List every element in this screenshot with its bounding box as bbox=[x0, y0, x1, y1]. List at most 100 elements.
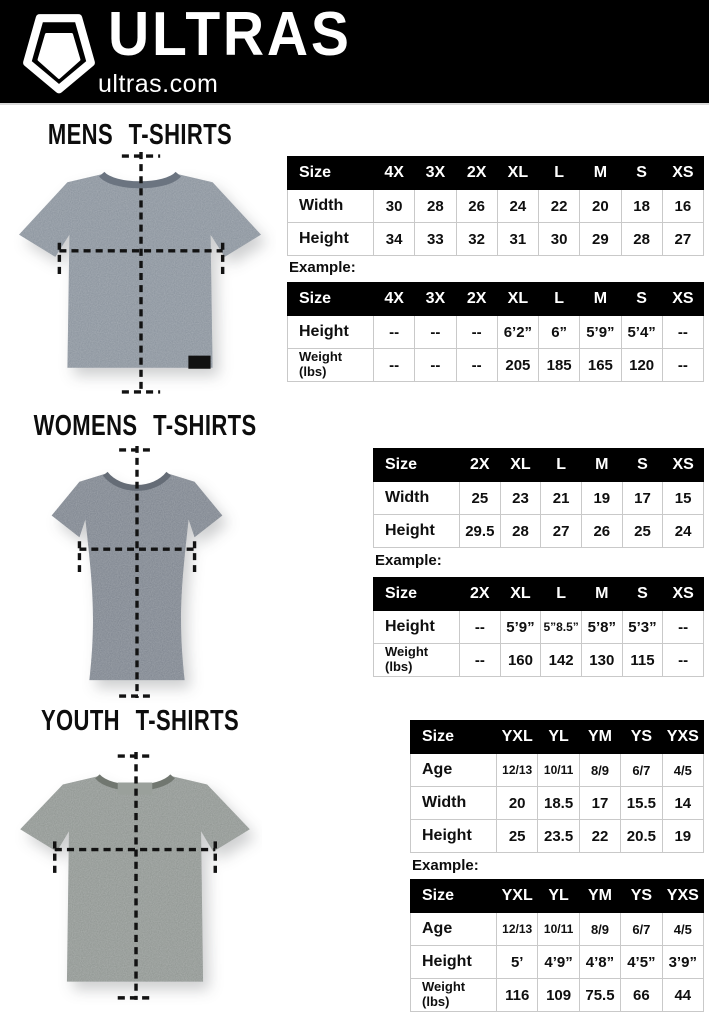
column-header-size: Size bbox=[410, 720, 497, 754]
youth-size-table: Size YXL YL YM YS YXS Age 12/13 10/11 8/9 6/7 4/5 Wi… bbox=[410, 720, 705, 853]
value-cell: 27 bbox=[540, 514, 582, 548]
mens-shirt-hem-tag bbox=[188, 355, 211, 369]
value-cell: 12/13 bbox=[495, 753, 539, 787]
row-label: Weight (lbs) bbox=[410, 978, 497, 1012]
value-cell: 4/5 bbox=[661, 912, 705, 946]
value-cell: -- bbox=[372, 315, 416, 349]
value-cell: 10/11 bbox=[537, 912, 580, 946]
table-header-row: Size 2X XL L M S XS bbox=[373, 577, 704, 611]
row-label: Height bbox=[373, 610, 460, 644]
value-cell: -- bbox=[455, 348, 498, 382]
value-cell: 20 bbox=[579, 189, 622, 223]
column-header-size: Size bbox=[373, 448, 460, 482]
mens-shirt-image bbox=[4, 150, 276, 400]
table-row: Age 12/13 10/11 8/9 6/7 4/5 bbox=[410, 912, 705, 946]
header-bar: ULTRAS ultras.com bbox=[0, 0, 709, 105]
value-cell: 14 bbox=[661, 786, 705, 820]
value-cell: 29.5 bbox=[459, 514, 501, 548]
mens-shirt-body bbox=[19, 174, 261, 368]
ultras-pentagon-logo-icon bbox=[23, 14, 95, 94]
table-row: Width 25 23 21 19 17 15 bbox=[373, 481, 704, 515]
value-cell: 34 bbox=[372, 222, 416, 256]
table-row: Width 20 18.5 17 15.5 14 bbox=[410, 786, 705, 820]
value-cell: 5’4” bbox=[620, 315, 663, 349]
value-cell: 116 bbox=[495, 978, 539, 1012]
womens-measure-lines bbox=[77, 445, 197, 699]
value-cell: 165 bbox=[579, 348, 622, 382]
column-header: YM bbox=[578, 720, 622, 754]
column-header: YS bbox=[620, 720, 663, 754]
column-header: S bbox=[621, 448, 664, 482]
value-cell: 5’8” bbox=[580, 610, 623, 644]
row-label: Height bbox=[410, 819, 497, 853]
size-chart-table: Size 4X 3X 2X XL L M S XS Height -- -- -- 6’2” 6” 5’9” 5… bbox=[287, 282, 705, 382]
column-header: 2X bbox=[459, 448, 501, 482]
value-cell: 5’ bbox=[495, 945, 539, 979]
value-cell: 142 bbox=[540, 643, 582, 677]
row-label: Height bbox=[410, 945, 497, 979]
column-header: S bbox=[621, 577, 664, 611]
value-cell: 20.5 bbox=[620, 819, 663, 853]
value-cell: 23.5 bbox=[537, 819, 580, 853]
value-cell: 21 bbox=[540, 481, 582, 515]
mens-section-title: MENS T-SHIRTS bbox=[47, 119, 233, 151]
value-cell: 6/7 bbox=[620, 753, 663, 787]
value-cell: 4’9” bbox=[537, 945, 580, 979]
table-row: Height 29.5 28 27 26 25 24 bbox=[373, 514, 704, 548]
value-cell: -- bbox=[414, 315, 457, 349]
value-cell: 115 bbox=[621, 643, 664, 677]
value-cell: 6/7 bbox=[620, 912, 663, 946]
table-header-row: Size 4X 3X 2X XL L M S XS bbox=[287, 156, 705, 190]
value-cell: 15.5 bbox=[620, 786, 663, 820]
value-cell: 109 bbox=[537, 978, 580, 1012]
column-header: XL bbox=[496, 156, 540, 190]
value-cell: 22 bbox=[578, 819, 622, 853]
brand-wordmark: ULTRAS bbox=[108, 0, 352, 69]
row-label: Height bbox=[287, 315, 374, 349]
womens-section-title: WOMENS T-SHIRTS bbox=[33, 410, 257, 442]
youth-section-title: YOUTH T-SHIRTS bbox=[40, 705, 240, 737]
mens-example-table: Size 4X 3X 2X XL L M S XS Height -- -- -- 6’2” 6” 5’9” 5… bbox=[287, 282, 705, 382]
value-cell: 19 bbox=[661, 819, 705, 853]
value-cell: 4/5 bbox=[661, 753, 705, 787]
value-cell: -- bbox=[372, 348, 416, 382]
column-header: XL bbox=[496, 282, 540, 316]
table-row: Weight (lbs) 116 109 75.5 66 44 bbox=[410, 978, 705, 1012]
size-chart-table: Size 2X XL L M S XS Height -- 5’9” 5”8.5” 5’8” 5’3” -… bbox=[373, 577, 704, 677]
womens-shirt-image bbox=[22, 444, 252, 704]
row-label: Weight (lbs) bbox=[287, 348, 374, 382]
column-header: XS bbox=[662, 448, 704, 482]
value-cell: -- bbox=[459, 643, 501, 677]
table-header-row: Size YXL YL YM YS YXS bbox=[410, 879, 705, 913]
column-header: L bbox=[540, 448, 582, 482]
value-cell: 5’3” bbox=[621, 610, 664, 644]
column-header: M bbox=[580, 577, 623, 611]
value-cell: 18.5 bbox=[537, 786, 580, 820]
value-cell: 5’9” bbox=[579, 315, 622, 349]
value-cell: 28 bbox=[499, 514, 542, 548]
value-cell: 12/13 bbox=[495, 912, 539, 946]
womens-example-table: Size 2X XL L M S XS Height -- 5’9” 5”8.5” 5’8” 5’3” -… bbox=[373, 577, 704, 677]
value-cell: 25 bbox=[459, 481, 501, 515]
value-cell: 25 bbox=[495, 819, 539, 853]
value-cell: -- bbox=[455, 315, 498, 349]
value-cell: 33 bbox=[414, 222, 457, 256]
value-cell: 6’2” bbox=[496, 315, 540, 349]
value-cell: -- bbox=[414, 348, 457, 382]
column-header: L bbox=[537, 282, 581, 316]
value-cell: 44 bbox=[661, 978, 705, 1012]
youth-shirt-image bbox=[8, 742, 262, 1014]
value-cell: 16 bbox=[661, 189, 705, 223]
value-cell: 22 bbox=[537, 189, 581, 223]
value-cell: 5”8.5” bbox=[540, 610, 582, 644]
value-cell: 4’8” bbox=[578, 945, 622, 979]
size-chart-table: Size YXL YL YM YS YXS Age 12/13 10/11 8/9 6/7 4/5 He… bbox=[410, 879, 705, 1012]
value-cell: 185 bbox=[537, 348, 581, 382]
table-row: Height -- -- -- 6’2” 6” 5’9” 5’4” -- bbox=[287, 315, 705, 349]
column-header: 3X bbox=[414, 156, 457, 190]
column-header-size: Size bbox=[410, 879, 497, 913]
row-label: Width bbox=[373, 481, 460, 515]
table-row: Height 34 33 32 31 30 29 28 27 bbox=[287, 222, 705, 256]
row-label: Weight (lbs) bbox=[373, 643, 460, 677]
column-header: S bbox=[620, 282, 663, 316]
